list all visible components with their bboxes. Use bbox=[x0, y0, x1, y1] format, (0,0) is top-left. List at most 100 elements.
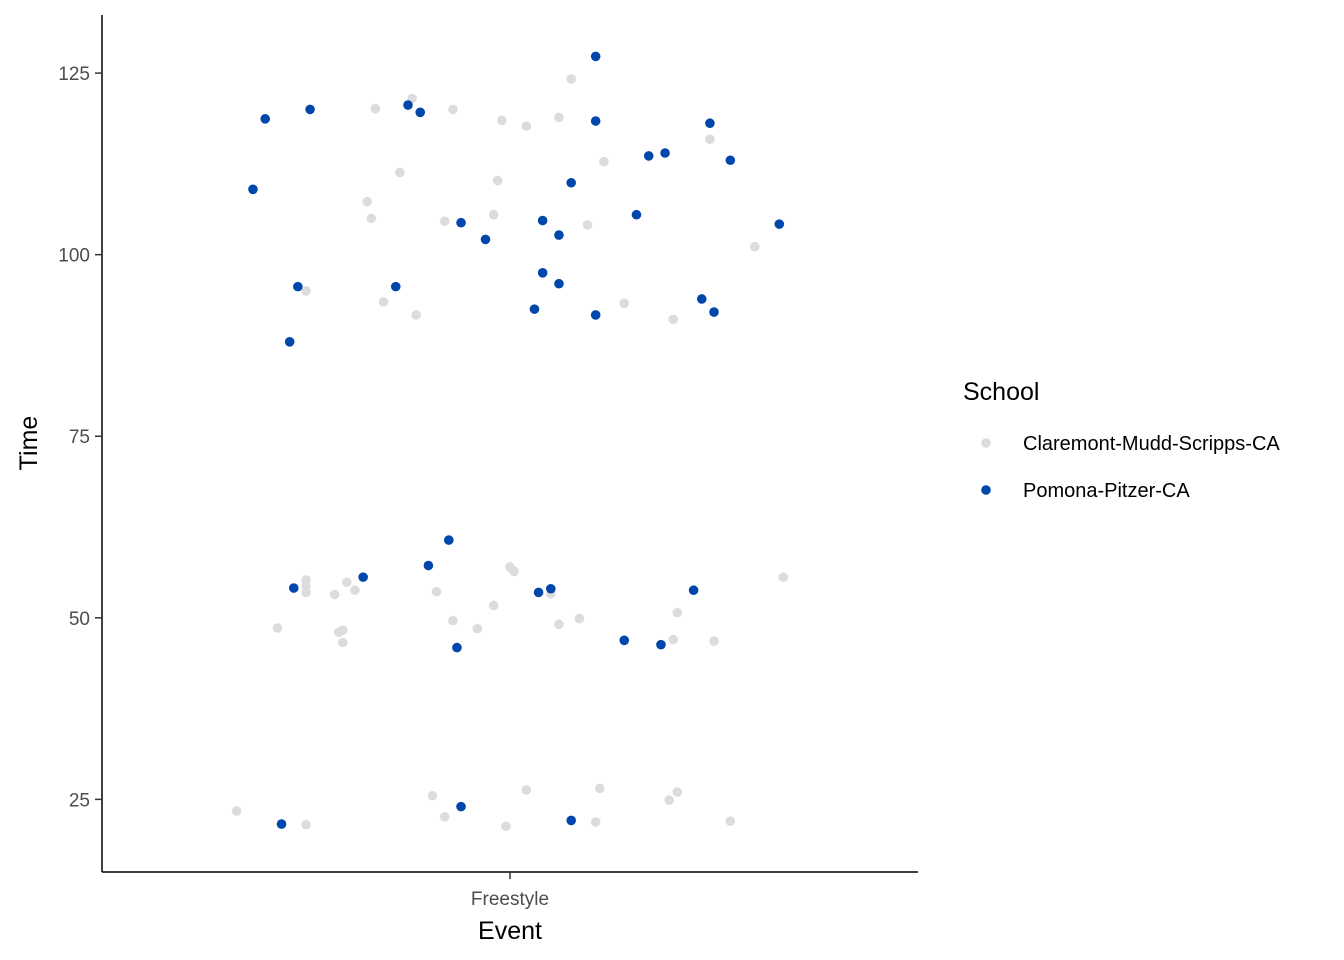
data-point bbox=[456, 217, 466, 228]
series-0 bbox=[231, 74, 789, 832]
data-point bbox=[590, 116, 601, 126]
data-point bbox=[590, 817, 601, 827]
y-tick-label: 100 bbox=[58, 246, 90, 267]
data-point bbox=[362, 196, 373, 207]
data-point bbox=[358, 572, 368, 582]
data-point bbox=[276, 819, 287, 829]
data-point bbox=[448, 104, 458, 115]
data-point bbox=[293, 281, 303, 292]
data-point bbox=[231, 806, 242, 816]
data-point bbox=[284, 337, 295, 347]
data-point bbox=[725, 816, 736, 826]
data-point bbox=[288, 583, 299, 593]
data-point bbox=[574, 613, 585, 624]
data-point bbox=[774, 219, 785, 229]
data-point bbox=[509, 566, 519, 577]
data-point bbox=[590, 310, 601, 320]
data-point bbox=[529, 304, 540, 314]
data-point bbox=[366, 213, 377, 224]
data-point bbox=[619, 298, 630, 309]
legend-key bbox=[981, 438, 991, 448]
data-point bbox=[497, 115, 507, 126]
data-point bbox=[660, 148, 670, 158]
data-point bbox=[431, 586, 442, 597]
data-point bbox=[272, 623, 283, 633]
data-point bbox=[566, 177, 576, 188]
data-point bbox=[750, 241, 760, 252]
legend-items: Claremont-Mudd-Scripps-CA Pomona-Pitzer-C… bbox=[981, 433, 1280, 502]
data-point bbox=[337, 625, 348, 635]
legend: School Claremont-Mudd-Scripps-CA Pomona-P… bbox=[963, 378, 1280, 502]
data-point bbox=[594, 783, 605, 794]
data-point bbox=[472, 623, 483, 634]
y-tick-label: 25 bbox=[69, 790, 90, 811]
data-point bbox=[370, 103, 381, 114]
data-point bbox=[350, 585, 360, 596]
data-point bbox=[488, 209, 499, 220]
data-point bbox=[672, 607, 683, 618]
data-point bbox=[554, 230, 564, 240]
data-point bbox=[248, 184, 258, 195]
data-point bbox=[537, 215, 548, 226]
x-axis-ticks: Freestyle bbox=[471, 872, 549, 910]
data-point bbox=[260, 114, 271, 124]
legend-item: Claremont-Mudd-Scripps-CA bbox=[981, 433, 1280, 455]
series-1 bbox=[248, 51, 785, 829]
data-point bbox=[480, 234, 491, 245]
data-point bbox=[554, 619, 564, 630]
data-point bbox=[696, 294, 707, 304]
data-point bbox=[537, 268, 548, 278]
data-point bbox=[439, 812, 450, 822]
y-axis-ticks: 25 50 75 100 125 bbox=[58, 64, 102, 811]
legend-item: Pomona-Pitzer-CA bbox=[981, 480, 1190, 502]
data-point bbox=[582, 220, 593, 230]
data-point bbox=[631, 209, 642, 220]
x-tick-label: Freestyle bbox=[471, 889, 549, 910]
data-point bbox=[329, 589, 340, 600]
data-point bbox=[554, 278, 564, 289]
data-point bbox=[415, 107, 426, 118]
data-point bbox=[444, 535, 454, 545]
data-point bbox=[705, 118, 715, 129]
y-tick-label: 125 bbox=[58, 64, 90, 85]
data-point bbox=[590, 51, 601, 62]
data-point bbox=[546, 583, 556, 594]
data-point bbox=[656, 639, 666, 650]
legend-key bbox=[981, 485, 991, 495]
data-point bbox=[342, 577, 352, 588]
data-point bbox=[554, 112, 564, 123]
data-point bbox=[488, 600, 499, 611]
legend-title: School bbox=[963, 378, 1039, 406]
data-point bbox=[533, 587, 544, 598]
data-point bbox=[378, 297, 389, 307]
data-point bbox=[709, 636, 719, 646]
data-point bbox=[672, 787, 683, 797]
data-point bbox=[395, 167, 405, 178]
data-point bbox=[664, 795, 674, 805]
data-point bbox=[705, 134, 715, 144]
data-point bbox=[448, 615, 458, 626]
data-point bbox=[305, 104, 315, 115]
data-point bbox=[599, 156, 609, 167]
data-point bbox=[725, 155, 736, 166]
data-point bbox=[452, 642, 462, 653]
data-point bbox=[427, 790, 438, 801]
data-point bbox=[566, 74, 576, 84]
data-point bbox=[521, 785, 532, 795]
data-point bbox=[301, 581, 311, 591]
data-point bbox=[668, 314, 678, 325]
data-point bbox=[492, 175, 503, 186]
data-point bbox=[566, 815, 576, 826]
y-tick-label: 75 bbox=[69, 427, 90, 448]
data-point bbox=[301, 819, 311, 830]
data-point bbox=[456, 801, 466, 812]
data-point bbox=[501, 821, 511, 832]
data-point bbox=[521, 121, 532, 131]
x-axis-title: Event bbox=[478, 917, 542, 945]
data-point bbox=[619, 635, 630, 646]
data-point bbox=[390, 281, 401, 292]
data-point bbox=[439, 216, 450, 227]
data-point bbox=[668, 634, 678, 645]
data-point bbox=[411, 310, 421, 320]
